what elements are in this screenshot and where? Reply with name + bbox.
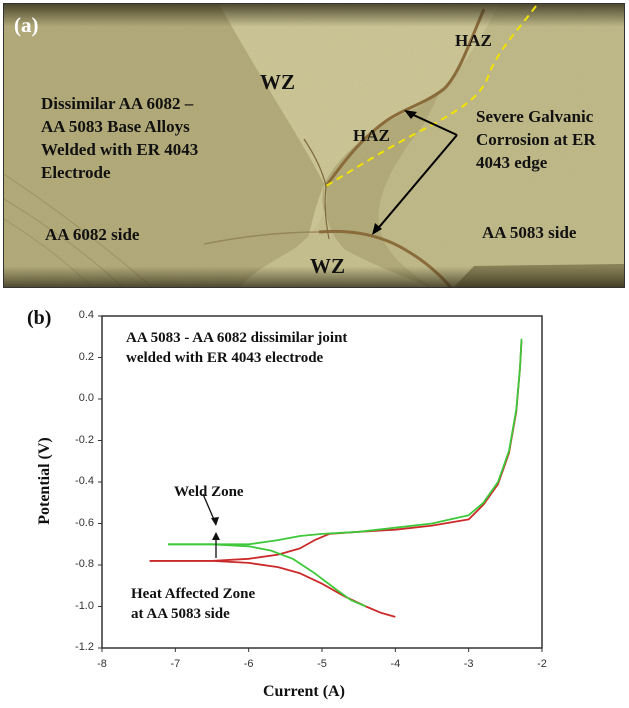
x-tick-label: -5 <box>317 658 327 670</box>
y-tick-label: 0.0 <box>78 392 94 404</box>
corrosion-annotation: Severe Galvanic Corrosion at ER 4043 edg… <box>476 105 596 174</box>
corrosion-line: 4043 edge <box>476 153 548 172</box>
x-axis-label: Current (A) <box>263 683 345 700</box>
y-tick-label: -0.4 <box>75 475 94 487</box>
label-haz-mid: HAZ <box>353 126 390 145</box>
chart-title-line: welded with ER 4043 electrode <box>126 350 324 366</box>
description-line: Welded with ER 4043 <box>41 140 199 159</box>
y-tick-label: -0.6 <box>75 516 94 529</box>
label-wz-top: WZ <box>260 70 296 94</box>
description-line: Dissimilar AA 6082 – <box>41 94 194 113</box>
y-tick-label: -0.8 <box>75 558 94 570</box>
x-tick-label: -4 <box>390 658 401 670</box>
label-wz-bottom: WZ <box>310 254 346 278</box>
corrosion-line: Severe Galvanic <box>476 107 594 126</box>
panel-b-tag: (b) <box>27 307 52 329</box>
weld-zone-label: Weld Zone <box>174 484 244 500</box>
micrograph-description: Dissimilar AA 6082 – AA 5083 Base Alloys… <box>41 92 198 184</box>
weld-zone-anodic-curve <box>168 338 523 546</box>
description-line: Electrode <box>41 163 111 182</box>
x-tick-label: -6 <box>243 658 254 670</box>
plot-frame <box>101 315 543 649</box>
x-tick-label: -3 <box>463 658 474 670</box>
corrosion-arrows-icon <box>374 111 458 233</box>
x-tick-label: -8 <box>97 658 107 670</box>
x-tick-label: -7 <box>170 658 181 670</box>
label-aa5083-side: AA 5083 side <box>482 223 577 242</box>
y-tick-label: -0.2 <box>75 433 94 446</box>
weld-zone-arrowhead-icon <box>211 517 219 526</box>
y-tick-label: -1.2 <box>75 641 94 653</box>
polarization-chart: (b) 0.4 0.2 0.0 -0.2 -0.4 -0.6 -0.8 -1.0 -1.2 -8… <box>0 290 629 708</box>
chart-title-line: AA 5083 - AA 6082 dissimilar joint <box>126 330 348 346</box>
chart-annotation-title: AA 5083 - AA 6082 dissimilar joint welde… <box>126 328 347 368</box>
label-haz-top: HAZ <box>455 31 492 50</box>
label-aa6082-side: AA 6082 side <box>45 225 140 244</box>
y-tick-label: 0.4 <box>78 309 94 321</box>
haz-cathodic-curve <box>149 559 396 618</box>
y-tick-label: -1.0 <box>75 599 94 612</box>
haz-arrowhead-icon <box>212 532 220 540</box>
panel-a-tag: (a) <box>14 13 39 37</box>
x-tick-label: -2 <box>537 658 547 670</box>
corrosion-line: Corrosion at ER <box>476 130 596 149</box>
y-axis-label: Potential (V) <box>36 437 53 525</box>
haz-label-line: at AA 5083 side <box>131 606 230 622</box>
micrograph-image <box>4 4 624 287</box>
haz-label: Heat Affected Zone at AA 5083 side <box>131 584 255 624</box>
plot-area <box>98 315 543 652</box>
y-tick-label: 0.2 <box>78 350 94 363</box>
description-line: AA 5083 Base Alloys <box>41 117 190 136</box>
haz-label-line: Heat Affected Zone <box>131 586 256 602</box>
micrograph-panel: (a) Dissimilar AA 6082 – AA 5083 Base Al… <box>3 3 625 288</box>
